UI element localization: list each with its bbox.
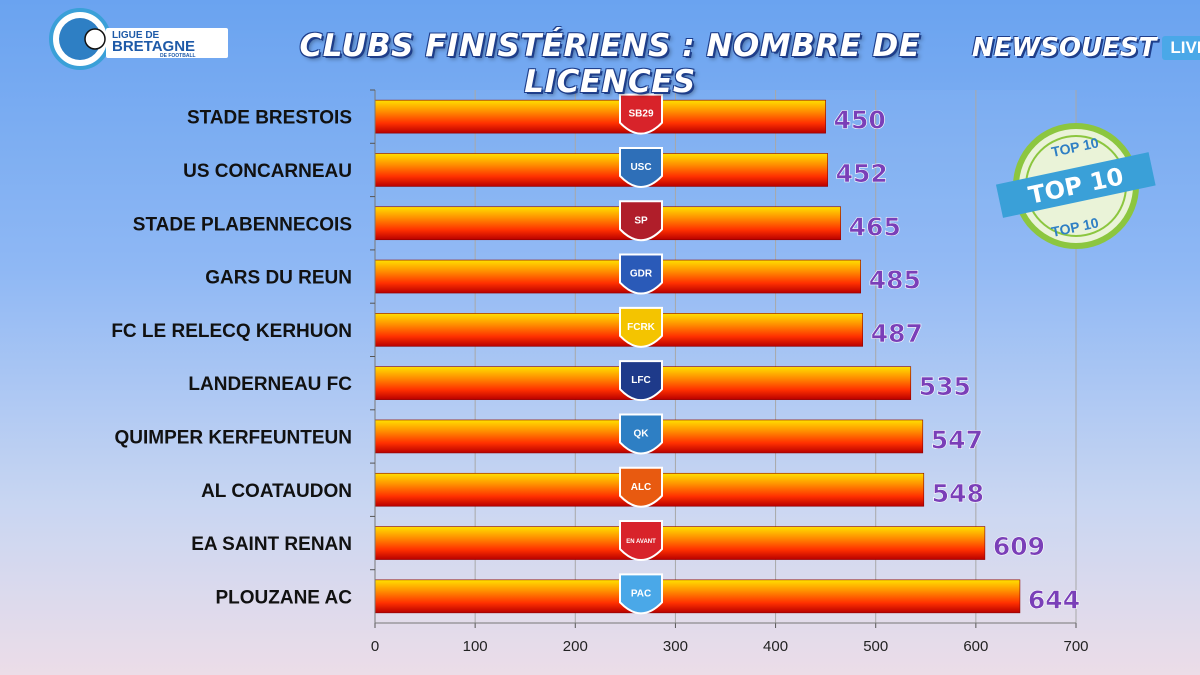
club-logo-text: PAC bbox=[631, 588, 651, 599]
club-logo-shield bbox=[619, 520, 663, 562]
league-logo: LIGUE DE BRETAGNE DE FOOTBALL bbox=[48, 8, 230, 70]
value-label: 644 bbox=[1028, 585, 1080, 614]
x-tick-label: 600 bbox=[963, 638, 988, 655]
club-logo-shield bbox=[619, 413, 663, 455]
category-label: AL COATAUDON bbox=[201, 481, 352, 502]
club-logo-shield bbox=[619, 253, 663, 295]
category-label: STADE PLABENNECOIS bbox=[133, 214, 352, 235]
club-logo-icon: QK bbox=[619, 413, 663, 455]
club-logo-text: USC bbox=[630, 162, 651, 173]
x-tick-label: 500 bbox=[863, 638, 888, 655]
club-logo-icon: SB29 bbox=[619, 93, 663, 135]
top10-badge: TOP 10 TOP 10 TOP 10 bbox=[992, 122, 1156, 252]
category-label: FC LE RELECQ KERHUON bbox=[111, 321, 352, 342]
bar bbox=[374, 206, 841, 241]
category-label: US CONCARNEAU bbox=[183, 161, 352, 182]
club-logo-shield bbox=[619, 360, 663, 402]
club-logo-shield bbox=[619, 146, 663, 188]
x-tick-label: 100 bbox=[463, 638, 488, 655]
club-logo-icon: LFC bbox=[619, 360, 663, 402]
category-label: QUIMPER KERFEUNTEUN bbox=[114, 427, 352, 448]
chart-title: CLUBS FINISTÉRIENS : NOMBRE DE LICENCES bbox=[299, 28, 921, 100]
bar bbox=[374, 153, 828, 187]
club-logo-shield bbox=[619, 200, 663, 242]
club-logo-text: SB29 bbox=[628, 109, 653, 120]
club-logo-shield bbox=[619, 573, 663, 615]
brand-logo: NEWSOUEST LIVE bbox=[972, 32, 1200, 64]
value-label: 465 bbox=[849, 212, 901, 241]
club-logo-icon: FCRK bbox=[619, 306, 663, 348]
x-tick-label: 200 bbox=[563, 638, 588, 655]
bar bbox=[374, 99, 826, 134]
club-logo-text: GDR bbox=[630, 269, 653, 280]
category-label: PLOUZANE AC bbox=[215, 587, 352, 608]
category-label: EA SAINT RENAN bbox=[191, 534, 352, 555]
club-logo-icon: SP bbox=[619, 200, 663, 242]
value-label: 487 bbox=[871, 319, 923, 348]
x-tick-label: 400 bbox=[763, 638, 788, 655]
category-label: GARS DU REUN bbox=[205, 268, 352, 289]
club-logo-shield bbox=[619, 93, 663, 135]
brand-name: NEWSOUEST bbox=[972, 33, 1157, 63]
x-tick-label: 0 bbox=[371, 638, 379, 655]
bar bbox=[374, 313, 863, 347]
x-tick-label: 300 bbox=[663, 638, 688, 655]
club-logo-icon: EN AVANT bbox=[619, 520, 663, 562]
category-label: LANDERNEAU FC bbox=[188, 374, 352, 395]
x-tick-label: 700 bbox=[1063, 638, 1088, 655]
value-label: 452 bbox=[836, 159, 888, 188]
league-logo-line3: DE FOOTBALL bbox=[160, 53, 196, 59]
club-logo-shield bbox=[619, 466, 663, 508]
category-label: STADE BRESTOIS bbox=[187, 108, 352, 129]
value-label: 485 bbox=[869, 266, 921, 295]
club-logo-text: EN AVANT bbox=[626, 539, 656, 545]
brand-live-tag: LIVE bbox=[1162, 36, 1200, 60]
club-logo-shield bbox=[619, 306, 663, 348]
value-label: 450 bbox=[834, 106, 886, 135]
club-logo-icon: GDR bbox=[619, 253, 663, 295]
bar bbox=[374, 526, 986, 560]
club-logo-icon: USC bbox=[619, 146, 663, 188]
value-label: 535 bbox=[919, 372, 971, 401]
bar bbox=[374, 259, 861, 294]
bar bbox=[374, 579, 1021, 614]
club-logo-icon: PAC bbox=[619, 573, 663, 615]
club-logo-text: LFC bbox=[631, 375, 650, 386]
club-logo-text: ALC bbox=[631, 482, 652, 493]
value-label: 548 bbox=[932, 479, 984, 508]
league-logo-line1: LIGUE DE bbox=[112, 30, 160, 41]
league-logo-line2: BRETAGNE bbox=[112, 38, 195, 55]
value-label: 547 bbox=[931, 425, 983, 454]
club-logo-text: QK bbox=[634, 428, 650, 439]
value-label: 609 bbox=[993, 532, 1045, 561]
club-logo-text: FCRK bbox=[627, 322, 656, 333]
club-logo-text: SP bbox=[634, 215, 648, 226]
club-logo-icon: ALC bbox=[619, 466, 663, 508]
